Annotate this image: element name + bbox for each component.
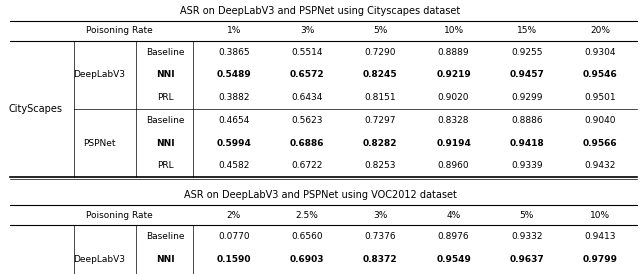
Text: 10%: 10% [590,211,610,219]
Text: 0.5489: 0.5489 [216,70,251,79]
Text: 0.8253: 0.8253 [365,161,396,170]
Text: 0.9549: 0.9549 [436,255,471,264]
Text: 0.3882: 0.3882 [218,93,250,102]
Text: 0.9501: 0.9501 [584,93,616,102]
Text: PRL: PRL [157,161,173,170]
Text: 0.6572: 0.6572 [290,70,324,79]
Text: 10%: 10% [444,27,463,35]
Text: 0.9304: 0.9304 [584,48,616,57]
Text: 0.9418: 0.9418 [509,139,544,148]
Text: 0.5994: 0.5994 [216,139,251,148]
Text: 0.9546: 0.9546 [583,70,618,79]
Text: DeepLabV3: DeepLabV3 [73,255,125,264]
Text: 5%: 5% [520,211,534,219]
Text: 0.9194: 0.9194 [436,139,471,148]
Text: 1%: 1% [227,27,241,35]
Text: 0.9332: 0.9332 [511,232,543,241]
Text: NNI: NNI [156,70,175,79]
Text: 0.5623: 0.5623 [291,116,323,125]
Text: Baseline: Baseline [146,232,184,241]
Text: 0.6886: 0.6886 [290,139,324,148]
Text: 5%: 5% [373,27,387,35]
Text: 0.4582: 0.4582 [218,161,250,170]
Text: 0.9799: 0.9799 [582,255,618,264]
Text: PRL: PRL [157,93,173,102]
Text: 0.8889: 0.8889 [438,48,469,57]
Text: Baseline: Baseline [146,48,184,57]
Text: Poisoning Rate: Poisoning Rate [86,211,153,219]
Text: Poisoning Rate: Poisoning Rate [86,27,153,35]
Text: CityScapes: CityScapes [8,104,62,114]
Text: 3%: 3% [300,27,314,35]
Text: 0.9219: 0.9219 [436,70,471,79]
Text: 0.9040: 0.9040 [584,116,616,125]
Text: NNI: NNI [156,255,175,264]
Text: 0.6434: 0.6434 [291,93,323,102]
Text: 0.9339: 0.9339 [511,161,543,170]
Text: 0.8372: 0.8372 [363,255,397,264]
Text: 0.6560: 0.6560 [291,232,323,241]
Text: 3%: 3% [373,211,387,219]
Text: 4%: 4% [447,211,461,219]
Text: 0.8960: 0.8960 [438,161,469,170]
Text: 0.9432: 0.9432 [584,161,616,170]
Text: 0.9255: 0.9255 [511,48,543,57]
Text: 0.0770: 0.0770 [218,232,250,241]
Text: 0.8282: 0.8282 [363,139,397,148]
Text: 0.6722: 0.6722 [291,161,323,170]
Text: 0.8245: 0.8245 [363,70,397,79]
Text: 0.9566: 0.9566 [583,139,618,148]
Text: 0.9020: 0.9020 [438,93,469,102]
Text: 0.6903: 0.6903 [290,255,324,264]
Text: 0.8886: 0.8886 [511,116,543,125]
Text: 0.8976: 0.8976 [438,232,469,241]
Text: 0.4654: 0.4654 [218,116,250,125]
Text: 0.7376: 0.7376 [365,232,396,241]
Text: 0.5514: 0.5514 [291,48,323,57]
Text: ASR on DeepLabV3 and PSPNet using VOC2012 dataset: ASR on DeepLabV3 and PSPNet using VOC201… [184,190,456,200]
Text: 0.1590: 0.1590 [216,255,251,264]
Text: NNI: NNI [156,139,175,148]
Text: 0.9413: 0.9413 [584,232,616,241]
Text: 0.7297: 0.7297 [365,116,396,125]
Text: PSPNet: PSPNet [83,139,115,148]
Text: DeepLabV3: DeepLabV3 [73,70,125,79]
Text: 0.9457: 0.9457 [509,70,544,79]
Text: 0.8328: 0.8328 [438,116,469,125]
Text: 0.9637: 0.9637 [509,255,544,264]
Text: 2.5%: 2.5% [296,211,319,219]
Text: 0.7290: 0.7290 [365,48,396,57]
Text: 0.3865: 0.3865 [218,48,250,57]
Text: 0.9299: 0.9299 [511,93,543,102]
Text: 15%: 15% [517,27,537,35]
Text: Baseline: Baseline [146,116,184,125]
Text: ASR on DeepLabV3 and PSPNet using Cityscapes dataset: ASR on DeepLabV3 and PSPNet using Citysc… [180,6,460,16]
Text: 20%: 20% [590,27,610,35]
Text: 2%: 2% [227,211,241,219]
Text: 0.8151: 0.8151 [365,93,396,102]
